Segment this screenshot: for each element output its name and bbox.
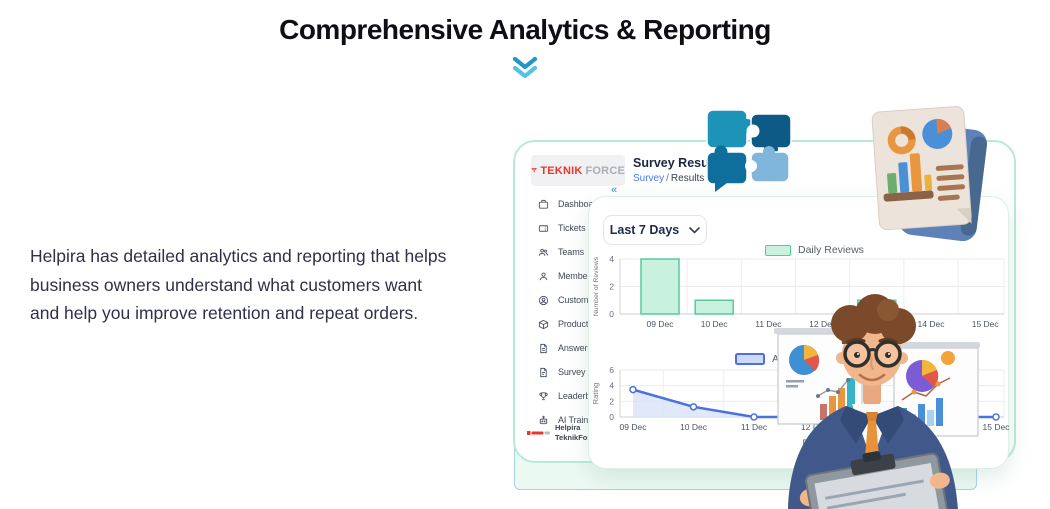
svg-text:2: 2 <box>609 396 614 406</box>
svg-text:10 Dec: 10 Dec <box>701 319 729 329</box>
puzzle-chat-illustration <box>706 109 792 192</box>
teknikforce-logo: TEKNIK FORCE <box>531 155 625 186</box>
svg-text:15 Dec: 15 Dec <box>972 319 1000 329</box>
svg-text:4: 4 <box>609 254 614 264</box>
breadcrumb-link-survey[interactable]: Survey <box>633 173 665 184</box>
svg-text:12 Dec: 12 Dec <box>801 422 829 432</box>
bar-legend: Daily Reviews <box>765 244 864 256</box>
sidebar-item-teams[interactable]: Teams <box>515 240 675 264</box>
sidebar-item-customer[interactable]: Customer <box>515 288 675 312</box>
line-legend: A <box>735 353 779 365</box>
sidebar-item-tickets[interactable]: Tickets <box>515 216 675 240</box>
box-icon <box>538 319 549 329</box>
svg-text:4: 4 <box>609 381 614 391</box>
svg-text:15 Dec: 15 Dec <box>983 422 1010 432</box>
double-chevron-down-icon <box>512 56 538 79</box>
svg-text:14 Dec: 14 Dec <box>918 319 946 329</box>
sidebar-item-products[interactable]: Products <box>515 312 675 336</box>
brand-name-secondary: FORCE <box>585 164 625 177</box>
sidebar-collapse-icon[interactable]: « <box>611 184 618 196</box>
svg-text:0: 0 <box>609 412 614 422</box>
svg-text:10 Dec: 10 Dec <box>680 422 708 432</box>
sidebar-footer-line2: TeknikForce <box>555 432 599 442</box>
chevron-down-icon <box>689 226 701 234</box>
briefcase-icon <box>538 199 549 209</box>
ticket-icon <box>538 224 549 232</box>
svg-text:Number of Reviews: Number of Reviews <box>593 256 600 316</box>
breadcrumb-current: Results <box>670 173 705 184</box>
sidebar: Dashboard Tickets Teams Members Customer… <box>515 192 675 432</box>
sidebar-item-ai-training[interactable]: AI Training <box>515 408 675 432</box>
svg-text:11 Dec: 11 Dec <box>755 319 782 329</box>
svg-text:12 Dec: 12 Dec <box>809 319 837 329</box>
svg-text:0: 0 <box>609 309 614 319</box>
feature-description: Helpira has detailed analytics and repor… <box>30 246 447 323</box>
teknikforce-logo-icon <box>531 168 537 173</box>
svg-text:09 Dec: 09 Dec <box>647 319 675 329</box>
section-title: Comprehensive Analytics & Reporting <box>279 14 771 45</box>
line-legend-label: A <box>772 353 780 365</box>
breadcrumb: Survey / Results <box>633 173 723 184</box>
teknikforce-mini-logo <box>527 430 550 435</box>
svg-text:Rating: Rating <box>591 383 600 405</box>
report-clipboard-illustration <box>871 106 987 242</box>
file-icon <box>540 367 547 377</box>
sidebar-item-answers[interactable]: Answers <box>515 336 675 360</box>
bar-legend-swatch <box>765 244 791 256</box>
sidebar-footer-line1: Helpira <box>555 423 581 432</box>
sidebar-item-members[interactable]: Members <box>515 264 675 288</box>
svg-text:2: 2 <box>609 282 614 292</box>
users-icon <box>538 248 549 256</box>
bar-legend-label: Daily Reviews <box>798 244 864 256</box>
user-icon <box>539 272 548 280</box>
date-range-value: Last 7 Days <box>609 223 680 237</box>
line-legend-swatch <box>735 353 765 365</box>
page-header: Survey Results Survey / Results <box>633 156 723 184</box>
page-title: Survey Results <box>633 156 724 170</box>
robot-icon <box>539 415 548 424</box>
svg-text:09 Dec: 09 Dec <box>620 422 648 432</box>
breadcrumb-separator: / <box>666 173 669 184</box>
trophy-icon <box>539 391 548 400</box>
sidebar-item-survey[interactable]: Survey <box>515 360 675 384</box>
brand-name-primary: TEKNIK <box>540 164 583 177</box>
svg-text:11 Dec: 11 Dec <box>741 422 768 432</box>
user-circle-icon <box>538 295 549 305</box>
sidebar-footer: Helpira TeknikForce <box>527 423 599 442</box>
date-range-dropdown[interactable]: Last 7 Days <box>603 215 707 245</box>
svg-text:6: 6 <box>609 365 614 375</box>
file-icon <box>540 343 547 353</box>
sidebar-item-leaderboard[interactable]: Leaderboard <box>515 384 675 408</box>
sidebar-item-dashboard[interactable]: Dashboard <box>515 192 675 216</box>
analyst-character-illustration <box>774 294 980 509</box>
